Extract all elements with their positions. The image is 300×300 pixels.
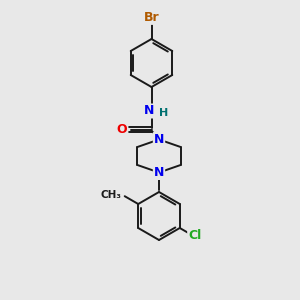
Text: Br: Br — [144, 11, 159, 24]
Text: N: N — [154, 166, 164, 179]
Text: CH₃: CH₃ — [101, 190, 122, 200]
Text: H: H — [160, 107, 169, 118]
Text: N: N — [154, 133, 164, 146]
Text: Cl: Cl — [188, 229, 201, 242]
Text: N: N — [144, 104, 154, 118]
Text: O: O — [117, 123, 128, 136]
